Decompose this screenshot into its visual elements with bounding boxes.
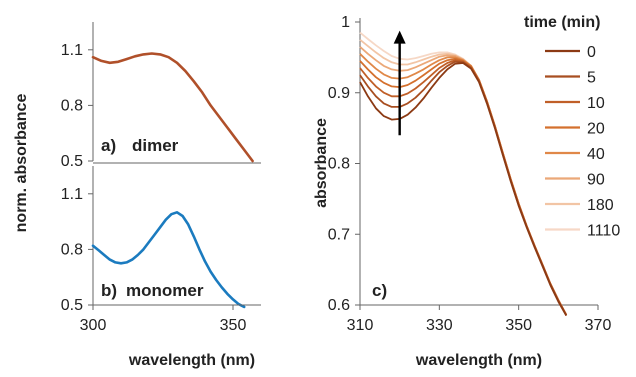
x-tick-label: 330 — [426, 317, 453, 334]
data-series-line — [359, 53, 568, 316]
panel-annotation: monomer — [126, 281, 204, 300]
panel-annotation: dimer — [132, 136, 179, 155]
data-series-line — [359, 62, 568, 317]
trend-arrow-head — [393, 30, 406, 44]
x-tick-label: 350 — [220, 317, 247, 334]
y-tick-label: 0.5 — [61, 297, 83, 314]
y-tick-label: 0.8 — [61, 241, 83, 258]
panel-label: b) — [101, 281, 117, 300]
x-tick-label: 350 — [505, 317, 532, 334]
data-series-line — [91, 211, 246, 309]
legend-label: 90 — [587, 172, 605, 189]
legend-label: 10 — [587, 95, 605, 112]
x-tick-label: 300 — [80, 317, 107, 334]
x-tick-label: 370 — [585, 317, 612, 334]
data-series-line — [359, 60, 568, 317]
y-tick-label: 0.9 — [328, 85, 350, 102]
y-tick-label: 1 — [341, 14, 350, 31]
y-tick-label: 0.5 — [61, 153, 83, 170]
x-tick-label: 310 — [347, 317, 374, 334]
legend-title: time (min) — [524, 14, 600, 31]
y-axis-title: absorbance — [313, 118, 330, 208]
data-series-line — [359, 39, 568, 316]
x-axis-title: wavelength (nm) — [415, 352, 542, 369]
data-series-line — [359, 59, 568, 316]
x-axis-title: wavelength (nm) — [128, 352, 255, 369]
data-series-line — [359, 31, 568, 316]
legend-label: 0 — [587, 44, 596, 61]
y-tick-label: 0.6 — [328, 297, 350, 314]
y-tick-label: 1.1 — [61, 42, 83, 59]
panel-label: a) — [101, 136, 116, 155]
legend-label: 1110 — [587, 223, 620, 240]
y-tick-label: 0.7 — [328, 226, 350, 243]
legend-label: 5 — [587, 70, 596, 87]
y-tick-label: 1.1 — [61, 186, 83, 203]
data-series-line — [359, 57, 568, 316]
legend-label: 40 — [587, 146, 605, 163]
y-tick-label: 0.8 — [328, 156, 350, 173]
y-axis-title: norm. absorbance — [13, 94, 30, 233]
data-series-line — [91, 52, 254, 163]
legend-label: 20 — [587, 121, 605, 138]
y-tick-label: 0.8 — [61, 97, 83, 114]
legend-label: 180 — [587, 197, 614, 214]
panel-label: c) — [372, 281, 387, 300]
